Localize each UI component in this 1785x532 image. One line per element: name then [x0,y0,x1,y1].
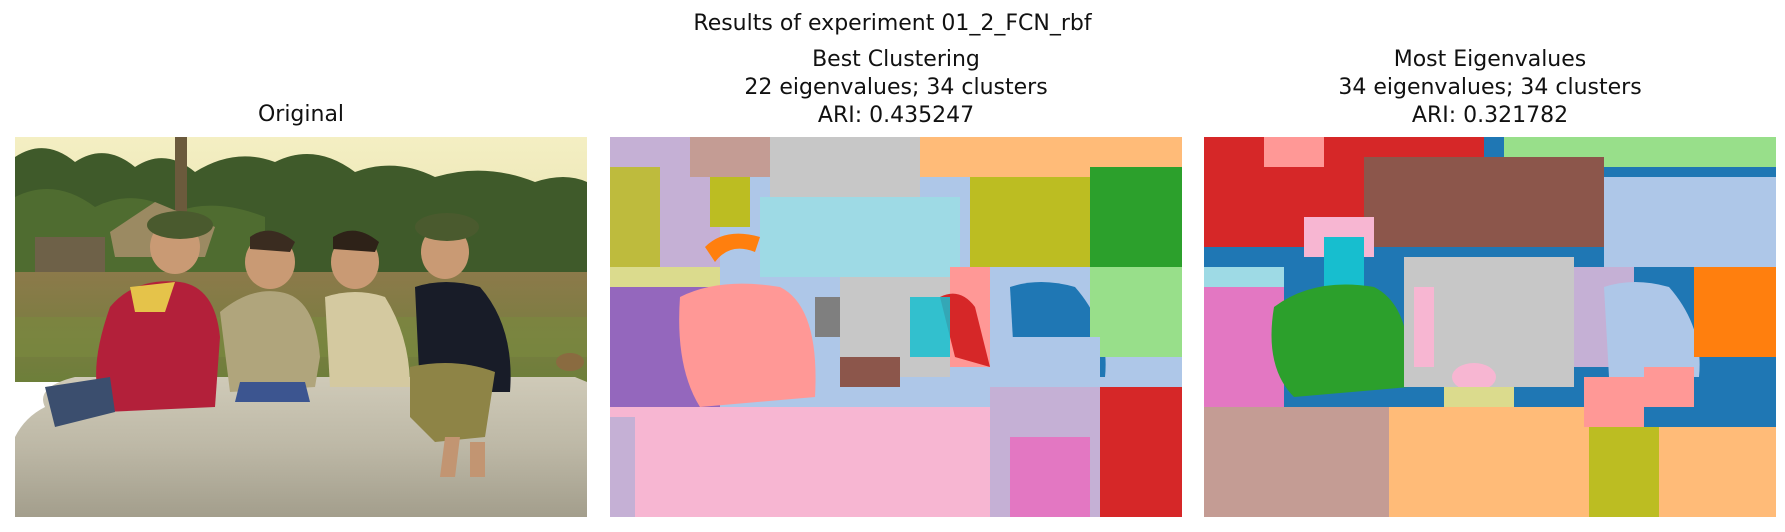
panel-title-line: Original [257,102,345,127]
segment-region [1010,437,1090,517]
segment-region [1100,387,1182,517]
panel-title-line: Most Eigenvalues [1393,47,1587,72]
child-3-hair [333,230,379,252]
segment-region [610,407,990,517]
segment-region [690,137,770,177]
segment-region [1452,363,1496,391]
segment-region [710,177,750,227]
panel-title-line: 34 eigenvalues; 34 clusters [1338,75,1642,100]
child-1-cap [147,211,213,239]
segment-region [1204,287,1284,407]
segment-region [610,267,720,287]
segment-region [610,417,635,517]
original-photo-panel [15,137,587,517]
segment-region [970,177,1090,267]
panel-title-line: 22 eigenvalues; 34 clusters [744,75,1048,100]
segment-region [705,233,760,262]
segment-region [1604,177,1776,267]
child-3-shirt [325,292,410,387]
child-1-pants [45,377,115,427]
segment-region [1364,157,1604,247]
segment-region [760,197,960,277]
segment-region [1604,282,1700,377]
best-clustering-segmentation [610,137,1182,517]
segment-region [1090,267,1182,357]
segment-region [679,283,816,407]
segment-region [1584,377,1644,427]
child-4-legs [440,437,485,477]
child-2-shirt [220,291,320,392]
panel-title-original: Original [15,101,587,129]
panel-title-most-eigenvalues: Most Eigenvalues 34 eigenvalues; 34 clus… [1204,46,1776,130]
segment-region [840,357,900,387]
segment-region [1444,387,1514,407]
dog [556,353,584,371]
segment-region [1090,167,1182,267]
child-4-cap [415,213,479,241]
panel-title-line: Best Clustering [812,47,980,72]
child-1-collar [130,282,175,312]
panel-title-line: ARI: 0.321782 [1411,103,1569,128]
fence [35,237,105,272]
panel-title-best-clustering: Best Clustering 22 eigenvalues; 34 clust… [610,46,1182,130]
child-4-trousers [410,363,495,442]
segment-region [940,293,990,367]
segment-region [770,137,920,197]
segment-region [1589,427,1659,517]
segment-region [990,337,1100,387]
panel-title-line: ARI: 0.435247 [817,103,975,128]
original-photo [15,137,587,517]
most-eigenvalues-panel [1204,137,1776,517]
segment-region [1271,284,1410,397]
child-1-jacket [96,281,220,412]
child-2-hair [250,230,295,252]
best-clustering-panel [610,137,1182,517]
child-2-pants [235,382,310,402]
segment-region [1694,267,1776,357]
figure-suptitle: Results of experiment 01_2_FCN_rbf [693,11,1092,36]
segment-region [1659,427,1776,517]
segment-region [1414,287,1434,367]
segment-region [1644,367,1694,407]
segment-region [910,297,950,357]
segment-region [1264,137,1324,167]
segment-region [1204,407,1389,517]
segment-region [1389,407,1589,517]
most-eigenvalues-segmentation [1204,137,1776,517]
